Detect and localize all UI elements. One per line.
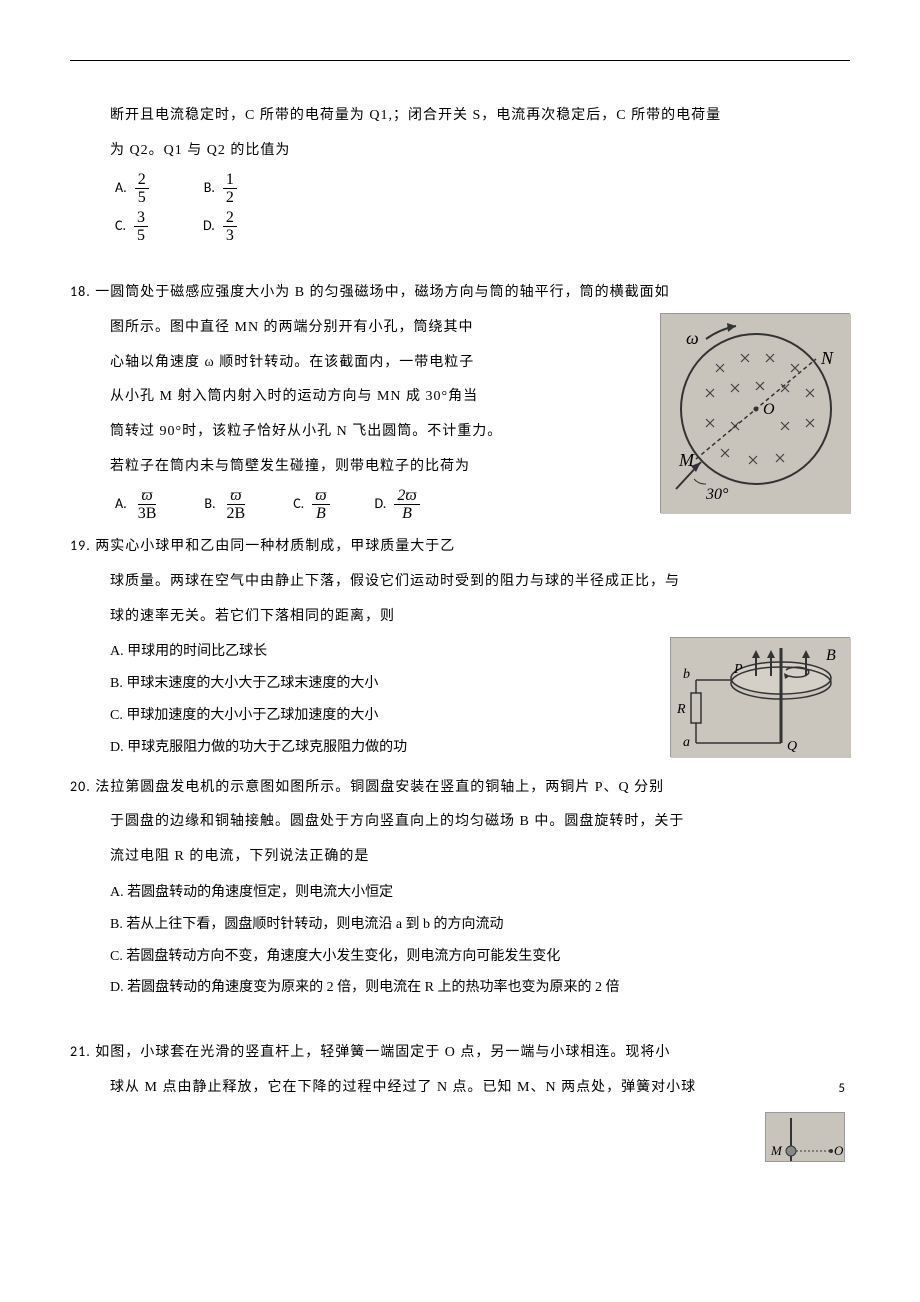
fraction-c: 3 5 bbox=[134, 209, 148, 245]
q18-number: 18. bbox=[70, 283, 91, 300]
fig-m: M bbox=[678, 450, 695, 470]
q20-line-1: 20. 法拉第圆盘发电机的示意图如图所示。铜圆盘安装在竖直的铜轴上，两铜片 P、… bbox=[70, 772, 850, 804]
fig-q: Q bbox=[787, 739, 797, 754]
option-a: A. 2 5 bbox=[115, 171, 149, 207]
q18-line-6: 若粒子在筒内未与筒壁发生碰撞，则带电粒子的比荷为 bbox=[70, 452, 630, 483]
q17-options-row-1: A. 2 5 B. 1 2 bbox=[70, 171, 850, 207]
q18-line-2: 图所示。图中直径 MN 的两端分别开有小孔，筒绕其中 bbox=[70, 313, 630, 344]
frac-num: 2 bbox=[135, 171, 149, 190]
q19-line-3: 球的速率无关。若它们下落相同的距离，则 bbox=[70, 602, 650, 633]
q18-option-a: A. ϖ 3B bbox=[115, 487, 159, 523]
q18-text-1: 一圆筒处于磁感应强度大小为 B 的匀强磁场中，磁场方向与筒的轴平行，筒的横截面如 bbox=[95, 285, 669, 300]
q20-line-2: 于圆盘的边缘和铜轴接触。圆盘处于方向竖直向上的均匀磁场 B 中。圆盘旋转时，关于 bbox=[70, 807, 850, 838]
page-number: 5 bbox=[838, 1075, 845, 1104]
q19-line-2: 球质量。两球在空气中由静止下落，假设它们运动时受到的阻力与球的半径成正比，与 bbox=[70, 567, 850, 598]
q18-a-label: A. bbox=[115, 489, 127, 520]
frac-num: ϖ bbox=[312, 487, 329, 506]
question-20: 20. 法拉第圆盘发电机的示意图如图所示。铜圆盘安装在竖直的铜轴上，两铜片 P、… bbox=[70, 772, 850, 1005]
q20-option-c: C. 若圆盘转动方向不变，角速度大小发生变化，则电流方向可能发生变化 bbox=[70, 941, 850, 973]
q19-number: 19. bbox=[70, 537, 91, 554]
q19-option-b: B. 甲球末速度的大小大于乙球末速度的大小 bbox=[70, 668, 650, 700]
option-d: D. 2 3 bbox=[203, 209, 237, 245]
q21-text-1: 如图，小球套在光滑的竖直杆上，轻弹簧一端固定于 O 点，另一端与小球相连。现将小 bbox=[95, 1045, 670, 1060]
option-d-label: D. bbox=[203, 211, 215, 242]
frac-den: 2B bbox=[224, 505, 249, 523]
q19-option-a: A. 甲球用的时间比乙球长 bbox=[70, 636, 650, 668]
q21-line-2: 球从 M 点由静止释放，它在下降的过程中经过了 N 点。已知 M、N 两点处，弹… bbox=[70, 1073, 850, 1104]
q20-line-3: 流过电阻 R 的电流，下列说法正确的是 bbox=[70, 842, 850, 873]
q18-frac-c: ϖ B bbox=[312, 487, 329, 523]
q21-figure: M O bbox=[765, 1112, 845, 1162]
fig-big-b: B bbox=[826, 647, 836, 664]
frac-den: 5 bbox=[135, 189, 149, 207]
header-separator bbox=[70, 60, 850, 61]
frac-num: 2ϖ bbox=[394, 487, 419, 506]
frac-den: B bbox=[313, 505, 329, 523]
q21-line-1: 21. 如图，小球套在光滑的竖直杆上，轻弹簧一端固定于 O 点，另一端与小球相连… bbox=[70, 1037, 850, 1069]
option-c-label: C. bbox=[115, 211, 126, 242]
q18-line-4: 从小孔 M 射入筒内射入时的运动方向与 MN 成 30°角当 bbox=[70, 382, 630, 413]
fig-omega: ω bbox=[686, 328, 699, 348]
intro-line-1: 断开且电流稳定时，C 所带的电荷量为 Q1,；闭合开关 S，电流再次稳定后，C … bbox=[70, 101, 850, 132]
q20-text-1: 法拉第圆盘发电机的示意图如图所示。铜圆盘安装在竖直的铜轴上，两铜片 P、Q 分别 bbox=[95, 780, 664, 795]
fraction-a: 2 5 bbox=[135, 171, 149, 207]
fig-p: P bbox=[733, 662, 743, 677]
fig-angle: 30° bbox=[705, 486, 729, 503]
q18-line-5: 筒转过 90°时，该粒子恰好从小孔 N 飞出圆筒。不计重力。 bbox=[70, 417, 630, 448]
q19-text-1: 两实心小球甲和乙由同一种材质制成，甲球质量大于乙 bbox=[95, 539, 455, 554]
option-c: C. 3 5 bbox=[115, 209, 148, 245]
frac-num: 2 bbox=[223, 209, 237, 228]
q20-option-d: D. 若圆盘转动的角速度变为原来的 2 倍，则电流在 R 上的热功率也变为原来的… bbox=[70, 972, 850, 1004]
q19-option-c: C. 甲球加速度的大小小于乙球加速度的大小 bbox=[70, 700, 650, 732]
q18-d-label: D. bbox=[375, 489, 387, 520]
q18-option-c: C. ϖ B bbox=[293, 487, 329, 523]
q20-number: 20. bbox=[70, 778, 91, 795]
q18-b-label: B. bbox=[204, 489, 215, 520]
frac-den: 2 bbox=[223, 189, 237, 207]
question-19: 19. 两实心小球甲和乙由同一种材质制成，甲球质量大于乙 球质量。两球在空气中由… bbox=[70, 531, 850, 764]
q18-frac-b: ϖ 2B bbox=[224, 487, 249, 523]
frac-den: B bbox=[399, 505, 415, 523]
q18-figure: ω N O M 30° bbox=[660, 313, 850, 513]
frac-num: 1 bbox=[223, 171, 237, 190]
q18-c-label: C. bbox=[293, 489, 304, 520]
intro-line-2: 为 Q2。Q1 与 Q2 的比值为 bbox=[70, 136, 850, 167]
option-b: B. 1 2 bbox=[204, 171, 237, 207]
fraction-b: 1 2 bbox=[223, 171, 237, 207]
option-b-label: B. bbox=[204, 173, 215, 204]
q18-line-3: 心轴以角速度 ω 顺时针转动。在该截面内，一带电粒子 bbox=[70, 348, 630, 379]
q17-options-row-2: C. 3 5 D. 2 3 bbox=[70, 209, 850, 245]
question-18: 18. 一圆筒处于磁感应强度大小为 B 的匀强磁场中，磁场方向与筒的轴平行，筒的… bbox=[70, 277, 850, 523]
q18-option-b: B. ϖ 2B bbox=[204, 487, 248, 523]
frac-den: 3 bbox=[223, 227, 237, 245]
q18-line-1: 18. 一圆筒处于磁感应强度大小为 B 的匀强磁场中，磁场方向与筒的轴平行，筒的… bbox=[70, 277, 850, 309]
option-a-label: A. bbox=[115, 173, 127, 204]
fig-n: N bbox=[820, 348, 834, 368]
question-21: 21. 如图，小球套在光滑的竖直杆上，轻弹簧一端固定于 O 点，另一端与小球相连… bbox=[70, 1037, 850, 1104]
fig-r: R bbox=[676, 702, 686, 717]
frac-num: ϖ bbox=[227, 487, 244, 506]
frac-num: ϖ bbox=[138, 487, 155, 506]
q18-option-d: D. 2ϖ B bbox=[375, 487, 420, 523]
fig-b: b bbox=[683, 667, 690, 682]
q18-frac-a: ϖ 3B bbox=[135, 487, 160, 523]
fraction-d: 2 3 bbox=[223, 209, 237, 245]
q18-frac-d: 2ϖ B bbox=[394, 487, 419, 523]
q20-option-a: A. 若圆盘转动的角速度恒定，则电流大小恒定 bbox=[70, 877, 850, 909]
fig-o: O bbox=[763, 401, 775, 418]
small-fig-o: O bbox=[834, 1143, 844, 1158]
frac-den: 3B bbox=[135, 505, 160, 523]
fig-a: a bbox=[683, 735, 690, 750]
frac-num: 3 bbox=[134, 209, 148, 228]
q20-figure: b P B R a Q bbox=[670, 637, 850, 757]
q20-option-b: B. 若从上往下看，圆盘顺时针转动，则电流沿 a 到 b 的方向流动 bbox=[70, 909, 850, 941]
frac-den: 5 bbox=[134, 227, 148, 245]
small-fig-m: M bbox=[770, 1143, 783, 1158]
q18-options: A. ϖ 3B B. ϖ 2B C. bbox=[70, 487, 630, 523]
q21-number: 21. bbox=[70, 1043, 91, 1060]
q19-line-1: 19. 两实心小球甲和乙由同一种材质制成，甲球质量大于乙 bbox=[70, 531, 850, 563]
